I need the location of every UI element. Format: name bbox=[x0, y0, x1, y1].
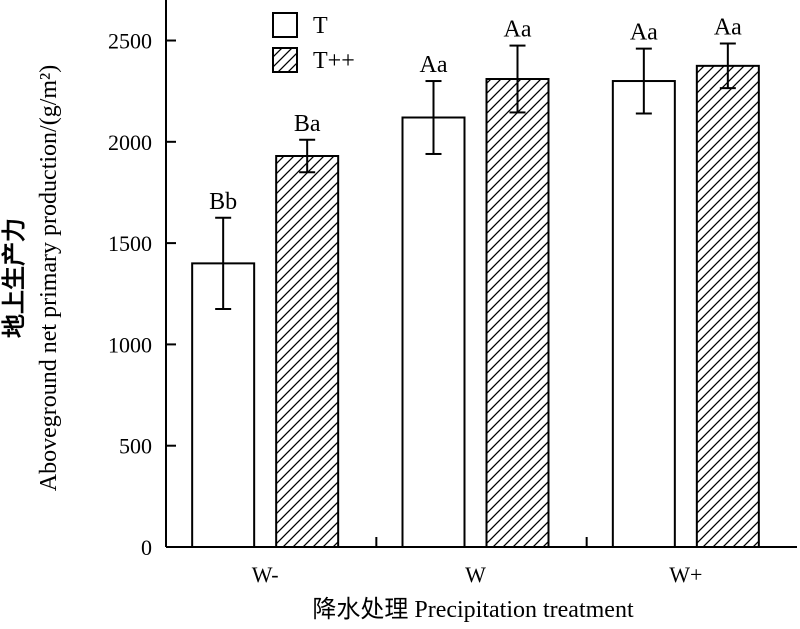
significance-label: Aa bbox=[504, 17, 532, 43]
y-tick-label: 1000 bbox=[108, 332, 152, 357]
x-tick-label: W bbox=[465, 562, 486, 587]
legend-label-tpp: T++ bbox=[313, 48, 355, 74]
bar-t-2 bbox=[611, 80, 676, 548]
y-axis-title-cn: 地上生产力 bbox=[0, 218, 28, 338]
y-tick-label: 2000 bbox=[108, 130, 152, 155]
bar-tpp-1 bbox=[485, 78, 550, 548]
x-tick-label: W+ bbox=[669, 562, 702, 587]
significance-label: Ba bbox=[294, 111, 321, 137]
bar-tpp-2 bbox=[695, 64, 760, 548]
legend: T T++ bbox=[272, 12, 355, 74]
significance-label: Bb bbox=[209, 189, 237, 215]
significance-label: Aa bbox=[420, 52, 448, 78]
y-axis-title: 地上生产力 Aboveground net primary production… bbox=[0, 65, 62, 491]
y-tick-label: 2500 bbox=[108, 29, 152, 54]
y-tick-label: 500 bbox=[119, 434, 152, 459]
significance-label: Aa bbox=[714, 15, 742, 41]
x-tick-label: W- bbox=[252, 562, 279, 587]
legend-label-t: T bbox=[313, 13, 328, 39]
y-axis-title-en: Aboveground net primary production/(g/m²… bbox=[36, 65, 62, 491]
legend-swatch-t bbox=[272, 12, 298, 38]
y-tick-label: 0 bbox=[141, 535, 152, 560]
bar-tpp-0 bbox=[275, 154, 340, 548]
bar-t-1 bbox=[401, 116, 466, 549]
plot-area: 0 500 1000 1500 2000 2500 W- Bb Ba W Aa Aa W+ Aa Aa bbox=[108, 0, 797, 587]
legend-swatch-tpp bbox=[272, 47, 298, 73]
x-axis-title: 降水处理 Precipitation treatment bbox=[312, 596, 634, 623]
y-tick-label: 1500 bbox=[108, 231, 152, 256]
significance-label: Aa bbox=[630, 20, 658, 46]
